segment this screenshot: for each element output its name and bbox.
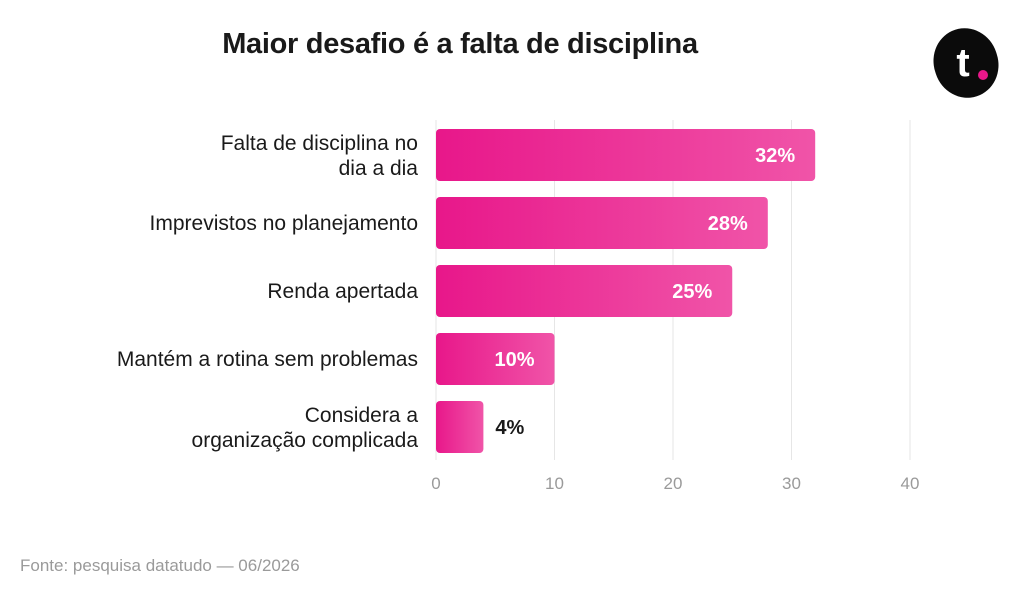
x-tick-label: 20	[664, 474, 683, 493]
logo-background	[933, 28, 999, 98]
x-tick-label: 40	[901, 474, 920, 493]
logo-dot	[978, 70, 988, 80]
value-label: 25%	[672, 281, 712, 303]
category-label: Renda apertada	[267, 280, 418, 303]
chart-title: Maior desafio é a falta de disciplina	[222, 28, 698, 60]
brand-logo-icon: t	[933, 28, 999, 98]
labels: 0 10 20 30 40 Falta de disciplina no dia a dia…	[117, 132, 920, 493]
value-label: 10%	[494, 349, 534, 371]
value-label: 32%	[755, 145, 795, 167]
bar-1	[436, 129, 816, 181]
category-label: Falta de disciplina no dia a dia	[221, 132, 419, 180]
x-tick-label: 30	[782, 474, 801, 493]
bar-3	[436, 265, 733, 317]
category-label: Considera a organização complicada	[192, 404, 419, 452]
logo-letter: t	[956, 41, 969, 85]
bars	[436, 129, 816, 453]
value-label: 28%	[708, 213, 748, 235]
bar-4	[436, 333, 555, 385]
category-label: Imprevistos no planejamento	[150, 212, 418, 235]
bar-2	[436, 197, 768, 249]
x-tick-label: 10	[545, 474, 564, 493]
value-label: 4%	[495, 417, 524, 439]
x-tick-label: 0	[431, 474, 440, 493]
category-label: Mantém a rotina sem problemas	[117, 348, 418, 371]
source-note: Fonte: pesquisa datatudo — 06/2026	[20, 556, 300, 575]
bar-5	[436, 401, 484, 453]
